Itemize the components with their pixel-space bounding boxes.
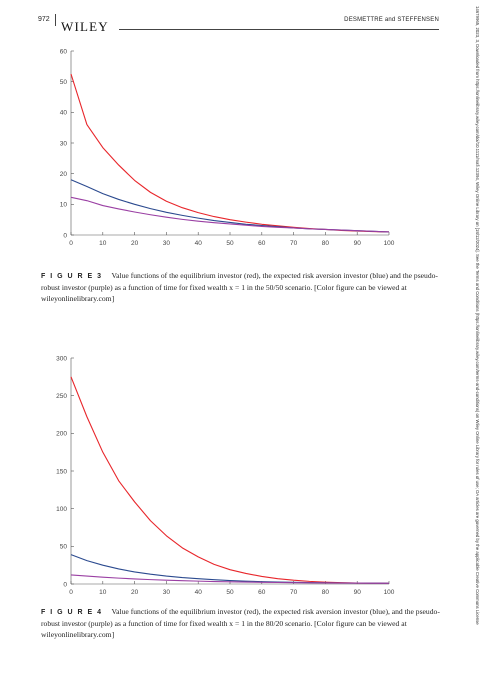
y-tick-label: 60 [60,48,68,55]
pseudo-robust-line [70,574,390,584]
page-header: 972 WILEY DESMETTRE and STEFFENSEN [0,0,485,40]
x-tick-label: 10 [99,240,107,247]
x-tick-label: 80 [322,589,330,596]
x-tick-label: 10 [99,589,107,596]
x-tick-label: 30 [163,589,171,596]
header-divider [55,14,56,26]
x-tick-label: 70 [290,589,298,596]
x-tick-label: 90 [354,589,362,596]
figure-3-caption: F I G U R E 3 Value functions of the equi… [41,270,443,304]
x-tick-label: 0 [69,240,73,247]
x-tick-label: 60 [258,240,266,247]
x-tick-label: 30 [163,240,171,247]
y-tick-label: 40 [60,110,68,117]
y-tick-label: 50 [60,79,68,86]
page-number: 972 [38,16,50,23]
x-tick-label: 90 [354,240,362,247]
header-rule [119,29,439,30]
figure-4-caption-text: Value functions of the equilibrium inves… [41,607,440,639]
publisher-logo: WILEY [61,19,109,34]
x-tick-label: 50 [226,589,234,596]
figure-4-label: F I G U R E 4 [41,609,103,616]
y-tick-label: 250 [56,393,67,400]
y-tick-label: 200 [56,431,67,438]
equilibrium-line [70,73,390,233]
equilibrium-line [70,376,390,584]
figure-3-caption-text: Value functions of the equilibrium inves… [41,271,438,303]
x-tick-label: 40 [195,589,203,596]
y-tick-label: 100 [56,506,67,513]
x-tick-label: 20 [131,589,139,596]
pseudo-robust-line [70,196,390,233]
figure-3-label: F I G U R E 3 [41,273,103,280]
y-tick-label: 30 [60,140,68,147]
x-tick-label: 20 [131,240,139,247]
y-tick-label: 0 [63,232,67,239]
x-tick-label: 50 [226,240,234,247]
y-tick-label: 20 [60,171,68,178]
y-tick-label: 50 [60,544,68,551]
x-tick-label: 100 [384,589,395,596]
x-tick-label: 70 [290,240,298,247]
y-tick-label: 150 [56,468,67,475]
x-tick-label: 0 [69,589,73,596]
x-tick-label: 60 [258,589,266,596]
figure-4-chart: 0 10 20 30 40 50 60 70 80 90 100 0 50 100 150 200 250 300 [56,355,395,596]
figure-4-caption: F I G U R E 4 Value functions of the equi… [41,606,443,640]
x-tick-label: 40 [195,240,203,247]
y-tick-label: 10 [60,202,68,209]
figure-3-chart: 0 10 20 30 40 50 60 70 80 90 100 0 10 20 30 40 50 60 [60,48,395,247]
y-tick-label: 300 [56,355,67,362]
x-tick-label: 80 [322,240,330,247]
expected-risk-aversion-line [70,554,390,584]
y-tick-label: 0 [63,581,67,588]
running-head-authors: DESMETTRE and STEFFENSEN [344,17,439,23]
x-tick-label: 100 [384,240,395,247]
